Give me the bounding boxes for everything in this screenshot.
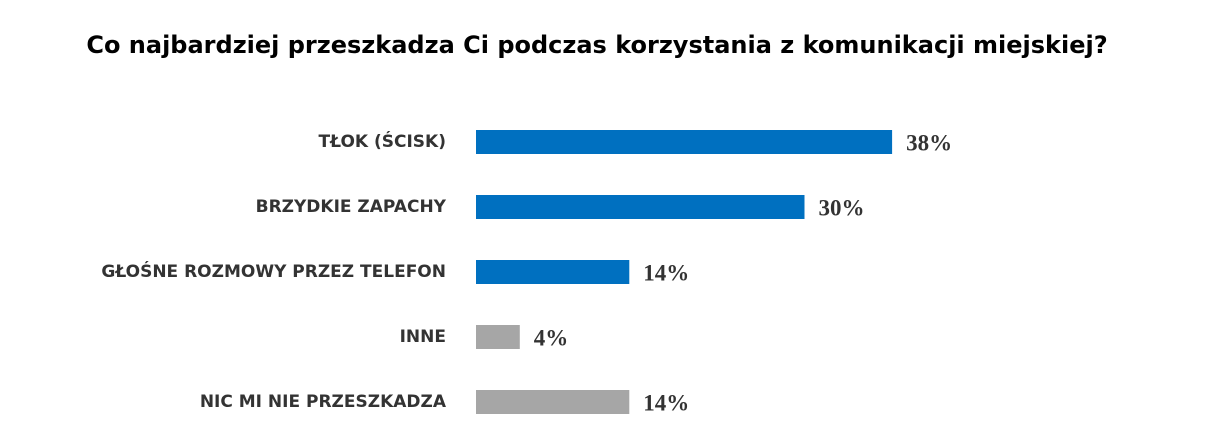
bar bbox=[476, 325, 520, 349]
category-label: NIC MI NIE PRZESZKADZA bbox=[200, 392, 447, 412]
value-label: 38% bbox=[906, 130, 952, 155]
value-label: 30% bbox=[819, 195, 865, 220]
category-label: GŁOŚNE ROZMOWY PRZEZ TELEFON bbox=[101, 260, 446, 282]
bar bbox=[476, 130, 893, 154]
category-label: BRZYDKIE ZAPACHY bbox=[256, 197, 447, 217]
bar bbox=[476, 195, 805, 219]
value-label: 14% bbox=[643, 390, 689, 415]
value-label: 4% bbox=[534, 325, 569, 350]
bar bbox=[476, 260, 630, 284]
value-label: 14% bbox=[643, 260, 689, 285]
category-label: INNE bbox=[400, 327, 446, 347]
bar bbox=[476, 390, 630, 414]
category-label: TŁOK (ŚCISK) bbox=[319, 130, 446, 152]
chart-title: Co najbardziej przeszkadza Ci podczas ko… bbox=[86, 31, 1107, 59]
